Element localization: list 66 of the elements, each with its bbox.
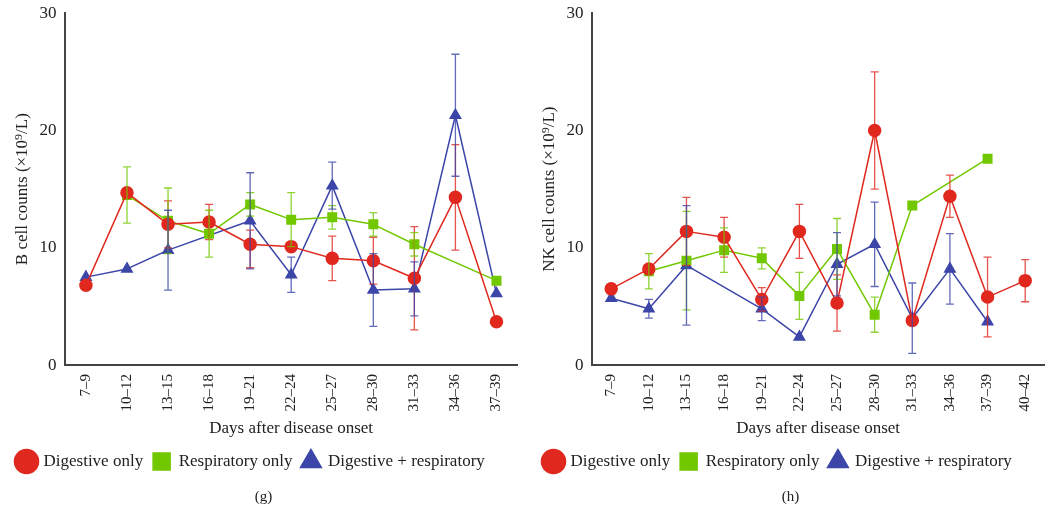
y-tick-label: 30	[39, 2, 57, 22]
x-tick-label: 16–18	[200, 374, 217, 412]
point	[327, 212, 338, 223]
legend-label: Respiratory only	[705, 450, 820, 470]
x-tick-label: 7–9	[602, 374, 619, 397]
x-tick-label: 31–33	[903, 374, 920, 412]
point	[792, 224, 807, 239]
point	[867, 123, 882, 138]
x-tick-label: 40–42	[1016, 374, 1033, 412]
x-tick-label: 13–15	[677, 374, 694, 412]
point	[448, 190, 463, 205]
point	[79, 278, 93, 293]
point	[121, 262, 133, 273]
point	[367, 283, 380, 294]
y-tick-label: 0	[574, 354, 584, 374]
text: (g)	[253, 488, 274, 505]
point	[868, 237, 881, 249]
y-tick-label: 20	[39, 119, 57, 139]
x-tick-label: 34–36	[446, 373, 463, 412]
x-axis-title: Days after disease onset	[736, 418, 901, 438]
x-tick-label: 19–21	[241, 374, 258, 412]
x-axis-title: Days after disease onset	[209, 418, 374, 438]
x-tick-label: 28–30	[364, 374, 381, 412]
x-tick-label: 31–33	[405, 374, 422, 412]
legend-label: Digestive + respiratory	[327, 450, 486, 470]
x-tick-label: 13–15	[158, 374, 175, 412]
x-tick-label: 37–39	[487, 374, 504, 412]
x-tick-label: 10–12	[639, 374, 656, 412]
point	[982, 153, 993, 164]
point	[793, 330, 806, 341]
x-tick-label: 10–12	[117, 374, 134, 412]
point	[907, 200, 918, 211]
point	[368, 219, 379, 230]
point	[409, 239, 420, 250]
point	[794, 290, 805, 301]
point	[869, 309, 880, 320]
y-tick-label: 0	[47, 354, 57, 374]
y-axis-title: B cell counts (×10⁹/L)	[11, 113, 31, 266]
x-tick-label: 34–36	[940, 373, 957, 412]
x-tick-label: 37–39	[978, 374, 995, 412]
point	[604, 282, 618, 296]
y-tick-label: 10	[39, 237, 57, 257]
x-tick-label: 22–24	[790, 373, 807, 412]
point	[491, 275, 502, 286]
x-tick-label: 22–24	[282, 373, 299, 412]
point	[1018, 273, 1032, 288]
x-tick-label: 25–27	[827, 373, 844, 412]
x-tick-label: 16–18	[715, 374, 732, 412]
y-tick-label: 10	[566, 237, 584, 257]
legend-label: Respiratory only	[178, 450, 293, 470]
point	[286, 214, 297, 225]
y-tick-label: 30	[566, 2, 584, 22]
legend-label: Digestive only	[570, 450, 671, 470]
y-axis-title: NK cell counts (×10⁹/L)	[538, 106, 558, 272]
legend-label: Digestive only	[43, 450, 144, 470]
point	[489, 314, 504, 329]
y-tick-label: 20	[566, 119, 584, 139]
legend-label: Digestive + respiratory	[854, 450, 1013, 470]
text: (h)	[780, 488, 801, 505]
x-tick-label: 25–27	[323, 373, 340, 412]
point	[285, 268, 298, 279]
point	[756, 253, 767, 264]
x-tick-label: 19–21	[752, 374, 769, 412]
x-tick-label: 28–30	[865, 374, 882, 412]
x-tick-label: 7–9	[76, 374, 93, 397]
point	[490, 286, 503, 298]
